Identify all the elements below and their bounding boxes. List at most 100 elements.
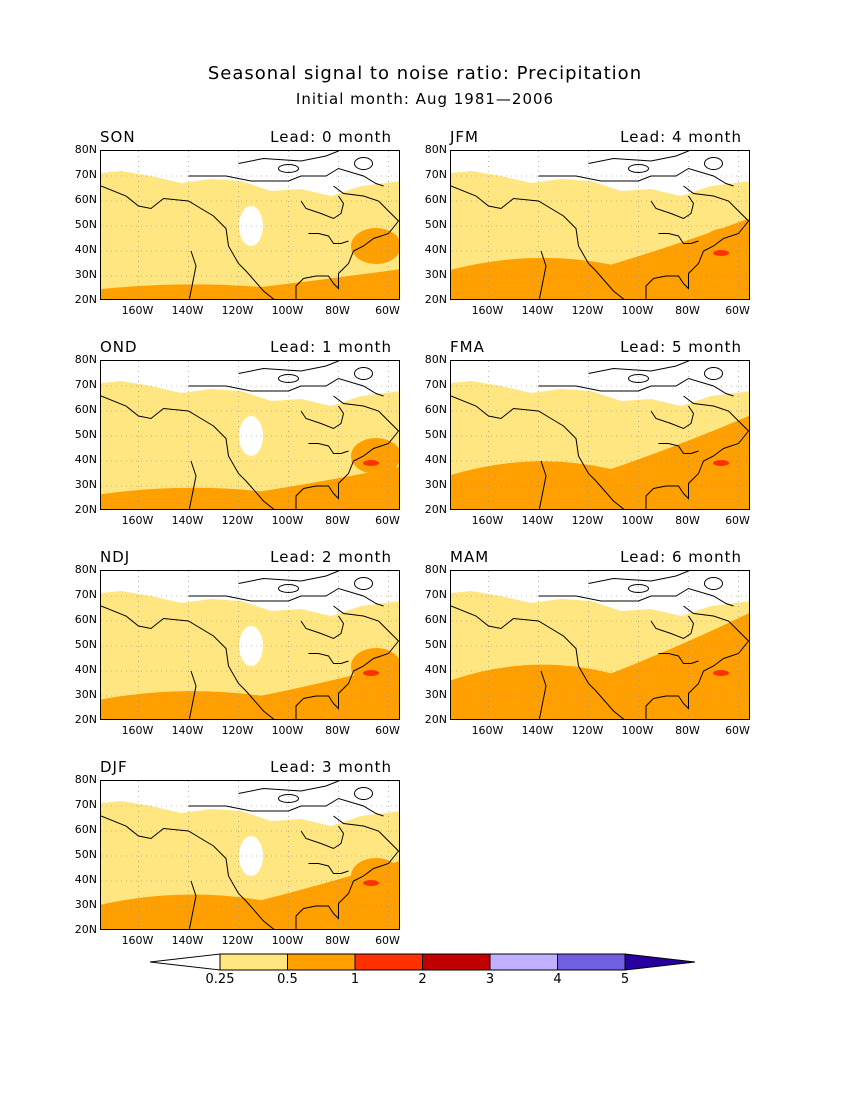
shading-05-1 — [351, 858, 399, 894]
longitude-label: 60W — [375, 304, 400, 317]
longitude-label: 140W — [171, 514, 204, 527]
map-area — [100, 780, 400, 930]
shading-1-2 — [363, 670, 379, 676]
coastline — [628, 584, 649, 593]
longitude-label: 120W — [571, 304, 604, 317]
coastline — [650, 405, 695, 430]
lake-outline — [308, 863, 349, 874]
shading-05-1 — [101, 663, 399, 719]
coastline — [354, 577, 373, 590]
coastline — [101, 605, 275, 719]
longitude-label: 140W — [171, 934, 204, 947]
shading-05-1 — [701, 228, 749, 264]
season-label: FMA — [450, 338, 485, 356]
coastline — [645, 605, 749, 719]
longitude-label: 60W — [375, 724, 400, 737]
latitude-label: 50N — [424, 218, 447, 231]
longitude-label: 80W — [675, 724, 700, 737]
coastline — [451, 185, 625, 299]
longitude-label: 120W — [571, 724, 604, 737]
map-svg — [101, 361, 399, 509]
shading-05-1 — [101, 861, 399, 929]
lake-outline — [658, 443, 699, 454]
shading-below-025 — [101, 571, 399, 616]
latitude-label: 20N — [424, 293, 447, 306]
shading-05-1 — [701, 648, 749, 684]
longitude-label: 160W — [121, 514, 154, 527]
shading-below-025 — [451, 151, 749, 196]
longitude-label: 100W — [271, 514, 304, 527]
coastline — [704, 367, 723, 380]
mexico-coast — [538, 460, 547, 509]
latitude-label: 50N — [424, 638, 447, 651]
colorbar-label: 5 — [620, 972, 630, 987]
season-label: SON — [100, 128, 136, 146]
latitude-label: 50N — [74, 218, 97, 231]
shading-1-2 — [713, 460, 729, 466]
longitude-label: 140W — [521, 724, 554, 737]
longitude-label: 120W — [221, 514, 254, 527]
coastline — [588, 361, 689, 374]
map-panel: MAM Lead: 6 month 80N 70N 60N 50N 40N 30N 20N 160… — [420, 548, 750, 758]
latitude-label: 30N — [424, 268, 447, 281]
longitude-label: 120W — [221, 724, 254, 737]
shading-05-1 — [451, 218, 749, 299]
coastline — [101, 185, 275, 299]
coastline — [295, 395, 399, 509]
map-svg — [451, 361, 749, 509]
colorbar-label: 0.25 — [205, 972, 235, 987]
latitude-label: 20N — [74, 503, 97, 516]
coastline — [645, 185, 749, 299]
coastline — [628, 374, 649, 383]
colorbar-segment — [149, 953, 221, 971]
latitude-label: 80N — [74, 773, 97, 786]
coastline — [451, 395, 625, 509]
longitude-label: 100W — [621, 724, 654, 737]
longitude-label: 80W — [325, 934, 350, 947]
map-panel: JFM Lead: 4 month 80N 70N 60N 50N 40N 30N 20N 160… — [420, 128, 750, 338]
longitude-label: 140W — [171, 304, 204, 317]
shading-05-1 — [101, 466, 399, 509]
season-label: MAM — [450, 548, 490, 566]
latitude-label: 40N — [74, 663, 97, 676]
map-svg — [451, 151, 749, 299]
latitude-label: 40N — [74, 243, 97, 256]
colorbar-segment — [624, 953, 696, 971]
longitude-label: 80W — [325, 514, 350, 527]
latitude-label: 50N — [74, 638, 97, 651]
shading-below-025 — [451, 571, 749, 616]
coastline — [278, 374, 299, 383]
coastline — [278, 584, 299, 593]
longitude-label: 160W — [471, 514, 504, 527]
latitude-label: 20N — [74, 923, 97, 936]
latitude-label: 30N — [424, 478, 447, 491]
coastline — [300, 195, 345, 220]
map-area — [100, 360, 400, 510]
main-title: Seasonal signal to noise ratio: Precipit… — [207, 63, 643, 84]
colorbar-label: 4 — [553, 972, 562, 987]
map-area — [450, 150, 750, 300]
latitude-label: 70N — [424, 588, 447, 601]
mexico-coast — [188, 460, 197, 509]
map-panel: FMA Lead: 5 month 80N 70N 60N 50N 40N 30N 20N 160… — [420, 338, 750, 548]
latitude-label: 80N — [424, 563, 447, 576]
mexico-coast — [188, 880, 197, 929]
longitude-label: 80W — [325, 304, 350, 317]
mexico-coast — [188, 250, 197, 299]
colorbar-label: 0.5 — [277, 972, 298, 987]
shading-05-1 — [101, 269, 399, 299]
latitude-label: 60N — [424, 613, 447, 626]
coastline — [704, 157, 723, 170]
coastline — [354, 367, 373, 380]
coastline — [188, 587, 384, 607]
map-area — [100, 150, 400, 300]
coastline — [538, 377, 734, 397]
lake-outline — [308, 443, 349, 454]
latitude-label: 70N — [74, 588, 97, 601]
longitude-label: 140W — [521, 514, 554, 527]
coastline — [354, 787, 373, 800]
latitude-label: 80N — [424, 143, 447, 156]
latitude-label: 70N — [74, 168, 97, 181]
coastline — [238, 151, 339, 164]
latitude-label: 40N — [424, 663, 447, 676]
